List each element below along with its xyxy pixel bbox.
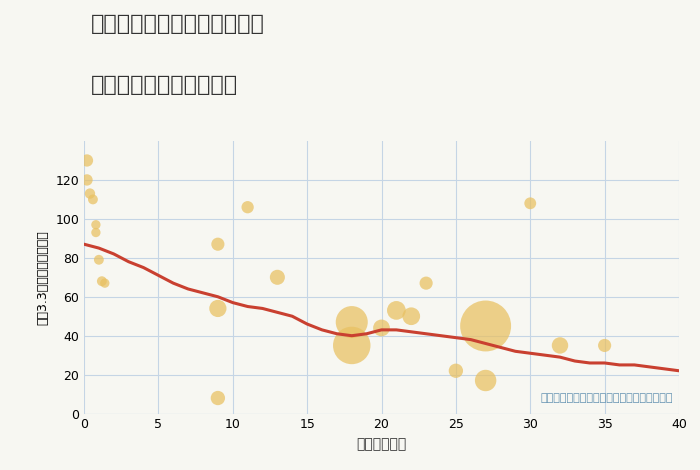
Point xyxy=(81,176,92,184)
Point xyxy=(480,377,491,384)
Point xyxy=(242,204,253,211)
Y-axis label: 坪（3.3㎡）単価（万円）: 坪（3.3㎡）単価（万円） xyxy=(36,230,50,325)
Text: 築年数別中古戸建て価格: 築年数別中古戸建て価格 xyxy=(91,75,238,95)
Text: 兵庫県加古郡播磨町東本荘の: 兵庫県加古郡播磨町東本荘の xyxy=(91,14,265,34)
Point xyxy=(346,318,357,326)
Point xyxy=(272,274,283,281)
Point xyxy=(391,306,402,314)
Point xyxy=(525,200,536,207)
Point xyxy=(81,157,92,164)
Point xyxy=(88,196,99,203)
Point xyxy=(554,342,566,349)
Point xyxy=(99,279,111,287)
Point xyxy=(346,342,357,349)
Point xyxy=(84,190,95,197)
Point xyxy=(90,221,101,228)
Text: 円の大きさは、取引のあった物件面積を示す: 円の大きさは、取引のあった物件面積を示す xyxy=(540,393,673,403)
Point xyxy=(212,394,223,402)
Point xyxy=(212,305,223,312)
Point xyxy=(406,313,417,320)
Point xyxy=(93,256,104,264)
Point xyxy=(90,229,101,236)
Point xyxy=(599,342,610,349)
Point xyxy=(450,367,461,375)
Point xyxy=(96,277,108,285)
Point xyxy=(480,322,491,330)
Point xyxy=(212,241,223,248)
Point xyxy=(421,279,432,287)
Point xyxy=(376,324,387,332)
X-axis label: 築年数（年）: 築年数（年） xyxy=(356,437,407,451)
